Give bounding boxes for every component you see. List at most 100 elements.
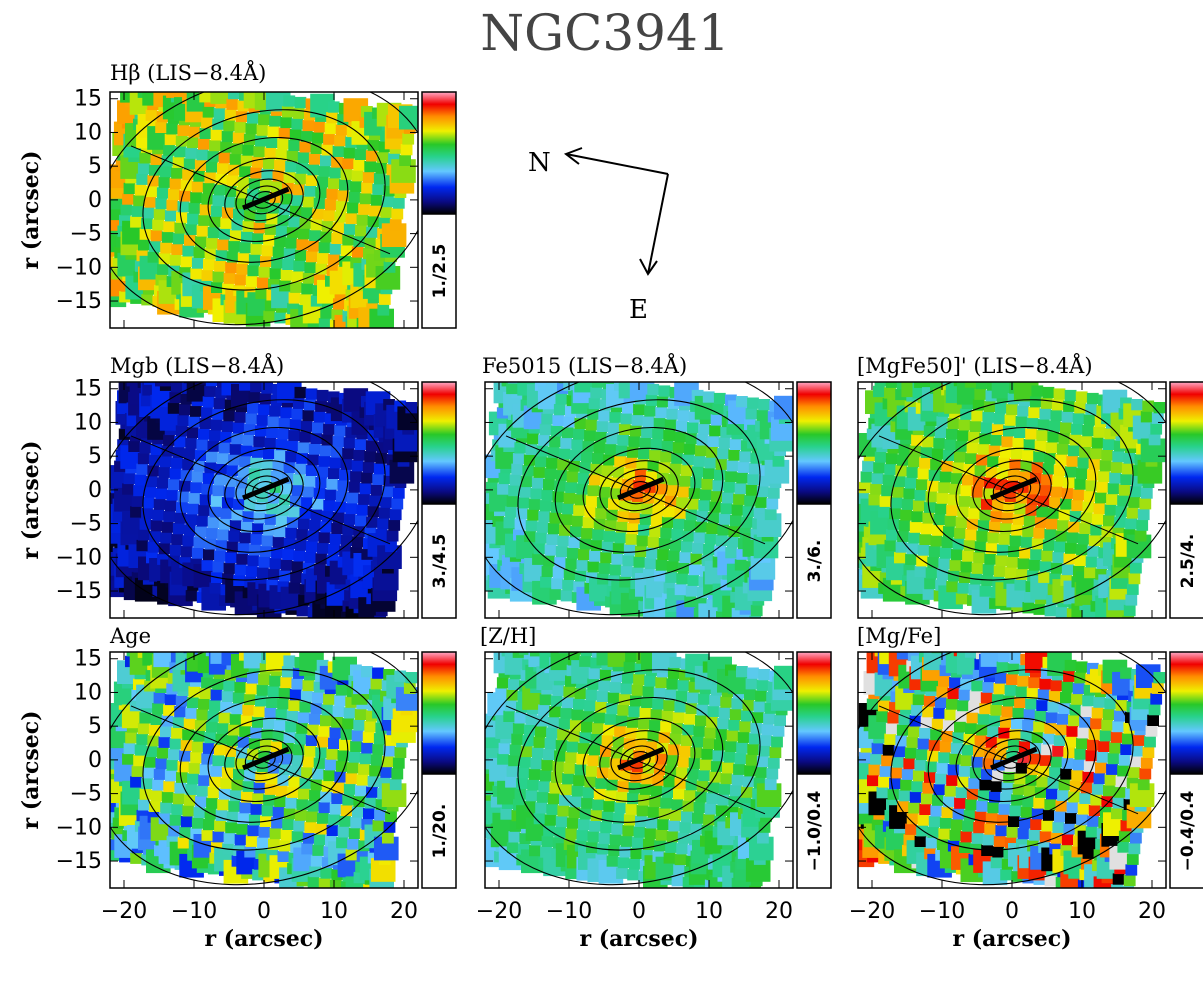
map-pixel	[993, 413, 1006, 425]
map-pixel	[706, 716, 718, 728]
map-pixel	[578, 818, 590, 831]
map-pixel	[138, 529, 150, 541]
map-pixel	[1052, 551, 1065, 563]
map-pixel	[1022, 795, 1034, 808]
map-pixel	[696, 704, 709, 716]
isophote-contours	[485, 382, 793, 616]
map-pixel	[160, 165, 172, 178]
map-pixel	[150, 790, 163, 802]
map-pixel	[220, 777, 233, 789]
map-pixel	[764, 702, 777, 714]
map-pixel	[299, 431, 312, 443]
map-pixel	[666, 678, 679, 690]
map-pixel	[908, 532, 920, 544]
map-pixel	[166, 835, 179, 847]
map-pixel	[565, 558, 578, 570]
map-pixel	[1033, 603, 1046, 615]
map-pixel	[373, 733, 386, 745]
map-pixel	[184, 524, 196, 536]
map-pixel	[209, 139, 221, 152]
isophote-contour	[858, 652, 1166, 886]
map-pixel	[669, 809, 682, 821]
map-pixel	[288, 429, 301, 441]
map-pixel	[1025, 774, 1038, 786]
map-pixel	[280, 483, 293, 495]
map-pixel	[878, 852, 890, 864]
map-pixel	[936, 762, 949, 774]
map-pixel	[201, 269, 214, 281]
map-pixel	[704, 533, 717, 545]
map-pixel	[152, 219, 164, 231]
map-pixel	[291, 560, 304, 573]
map-pixels	[485, 652, 793, 888]
map-pixel	[1055, 606, 1068, 618]
map-pixel	[351, 170, 364, 182]
map-pixel	[601, 811, 614, 823]
map-pixel	[971, 562, 984, 574]
map-pixel	[725, 740, 737, 752]
map-pixel	[201, 559, 214, 571]
map-pixel	[985, 542, 998, 554]
map-pixel	[1064, 736, 1077, 748]
map-pixel	[1103, 515, 1115, 527]
map-pixel	[1071, 693, 1083, 705]
map-pixel	[540, 846, 552, 858]
map-pixel	[679, 745, 691, 757]
map-pixels	[110, 92, 418, 328]
map-pixel	[525, 520, 538, 532]
map-pixel	[1085, 826, 1098, 838]
map-pixel	[505, 506, 517, 518]
map-pixel	[1047, 701, 1060, 713]
map-pixel	[663, 776, 676, 788]
map-pixel	[370, 484, 383, 496]
map-pixel	[392, 197, 405, 209]
map-pixel	[361, 742, 373, 754]
map-pixel	[1084, 566, 1096, 579]
map-pixel	[261, 382, 273, 394]
map-pixel	[123, 182, 136, 195]
map-pixel	[563, 762, 576, 774]
map-pixel	[992, 846, 1005, 858]
map-pixel	[1086, 662, 1099, 675]
map-pixel	[378, 777, 391, 789]
map-pixel	[1117, 495, 1129, 507]
map-pixel	[710, 490, 723, 502]
map-pixel	[984, 747, 996, 759]
map-pixel	[944, 709, 957, 721]
map-pixel	[150, 230, 163, 242]
map-pixel	[976, 454, 988, 466]
north-arrowhead	[563, 147, 583, 165]
map-pixel	[882, 744, 895, 756]
map-pixel	[385, 540, 397, 553]
map-pixel	[982, 757, 995, 770]
map-pixel	[153, 768, 166, 780]
map-pixel	[873, 385, 885, 398]
map-pixel	[508, 831, 521, 843]
map-pixel	[275, 225, 288, 237]
map-pixel	[549, 436, 561, 448]
map-pixel	[892, 486, 905, 498]
colorbar-range-label: −0.4/0.4	[1178, 790, 1198, 871]
map-pixel	[683, 443, 696, 455]
map-pixel	[654, 570, 666, 582]
map-pixel	[519, 486, 532, 498]
map-pixel	[1057, 789, 1069, 801]
map-pixel	[614, 802, 627, 814]
map-pixel	[679, 551, 692, 563]
map-pixel	[275, 708, 288, 721]
map-pixel	[337, 113, 350, 125]
map-pixel	[964, 382, 977, 388]
map-pixel	[156, 187, 169, 199]
map-pixel	[506, 765, 519, 777]
map-pixel	[283, 171, 296, 183]
map-pixel	[1099, 460, 1112, 472]
map-pixel	[150, 637, 162, 648]
map-pixel	[345, 426, 358, 438]
map-pixel	[756, 409, 769, 421]
map-pixel	[377, 151, 389, 163]
map-pixel	[525, 713, 538, 725]
map-pixel	[1109, 742, 1121, 754]
map-pixel	[906, 812, 919, 825]
map-pixel	[949, 677, 961, 689]
map-pixel	[316, 466, 329, 478]
